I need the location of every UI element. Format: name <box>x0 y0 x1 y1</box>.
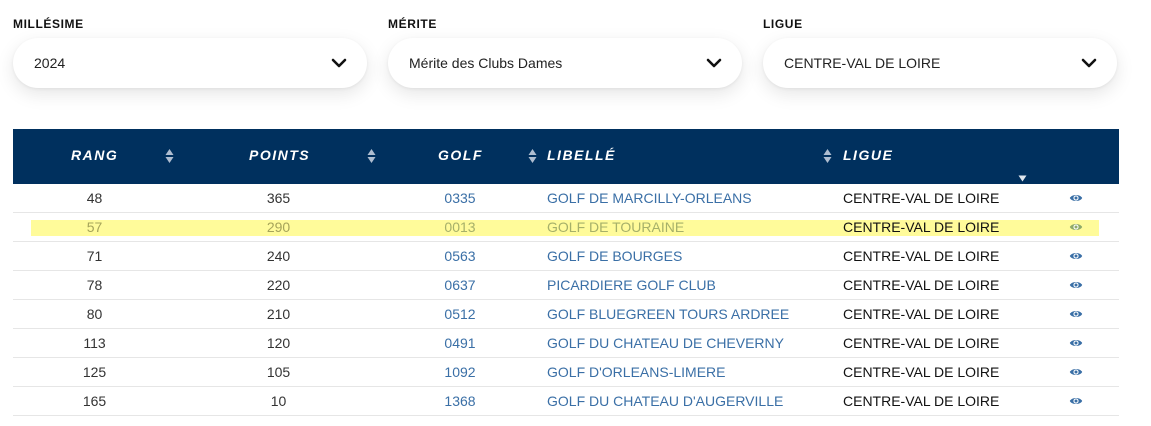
merite-select[interactable]: Mérite des Clubs Dames <box>388 38 742 88</box>
eye-icon <box>1069 224 1083 230</box>
eye-icon <box>1069 253 1083 259</box>
cell-ligue: CENTRE-VAL DE LOIRE <box>843 248 1000 264</box>
cell-golf-code[interactable]: 0013 <box>444 219 476 235</box>
cell-points: 290 <box>266 219 291 235</box>
select-value: CENTRE-VAL DE LOIRE <box>784 55 941 71</box>
cell-golf-code[interactable]: 0563 <box>444 248 476 264</box>
eye-icon <box>1069 369 1083 375</box>
filter-label: MÉRITE <box>388 17 437 31</box>
cell-ligue: CENTRE-VAL DE LOIRE <box>843 306 1000 322</box>
cell-rang: 165 <box>82 393 107 409</box>
table-row[interactable]: 71 240 0563 GOLF DE BOURGES CENTRE-VAL DE LO… <box>13 242 1119 271</box>
millesime-select[interactable]: 2024 <box>13 38 367 88</box>
cell-libelle-link[interactable]: PICARDIERE GOLF CLUB <box>547 277 716 293</box>
table-row[interactable]: 113 120 0491 GOLF DU CHATEAU DE CHEVERNY CEN… <box>13 329 1119 358</box>
view-button[interactable] <box>1069 337 1085 351</box>
table-row[interactable]: 78 220 0637 PICARDIERE GOLF CLUB CENTRE-VAL … <box>13 271 1119 300</box>
cell-ligue: CENTRE-VAL DE LOIRE <box>843 219 1000 235</box>
select-value: Mérite des Clubs Dames <box>409 55 563 71</box>
cell-rang: 71 <box>86 248 103 264</box>
header-rang[interactable]: RANG <box>71 147 119 163</box>
filter-label: LIGUE <box>763 17 803 31</box>
table-row[interactable]: 80 210 0512 GOLF BLUEGREEN TOURS ARDREE CENT… <box>13 300 1119 329</box>
cell-points: 210 <box>266 306 291 322</box>
cell-rang: 125 <box>82 364 107 380</box>
cell-libelle-link[interactable]: GOLF DU CHATEAU DE CHEVERNY <box>547 335 784 351</box>
sort-icon[interactable] <box>165 148 174 164</box>
eye-icon <box>1069 195 1083 201</box>
eye-icon <box>1069 311 1083 317</box>
cell-rang: 48 <box>86 190 103 206</box>
view-button[interactable] <box>1069 308 1085 322</box>
header-points[interactable]: POINTS <box>249 147 311 163</box>
cell-rang: 80 <box>86 306 103 322</box>
chevron-down-icon <box>1081 58 1097 68</box>
filter-label: MILLÉSIME <box>13 17 84 31</box>
select-value: 2024 <box>34 55 66 71</box>
cell-libelle-link[interactable]: GOLF DU CHATEAU D'AUGERVILLE <box>547 393 784 409</box>
cell-libelle-link[interactable]: GOLF DE MARCILLY-ORLEANS <box>547 190 752 206</box>
sort-icon[interactable] <box>528 148 537 164</box>
chevron-down-icon <box>331 58 347 68</box>
cell-ligue: CENTRE-VAL DE LOIRE <box>843 190 1000 206</box>
cell-rang: 78 <box>86 277 103 293</box>
sort-icon[interactable] <box>367 148 376 164</box>
table-row[interactable]: 57 290 0013 GOLF DE TOURAINE CENTRE-VAL DE L… <box>13 213 1119 242</box>
table-row[interactable]: 125 105 1092 GOLF D'ORLEANS-LIMERE CENTRE-VA… <box>13 358 1119 387</box>
cell-golf-code[interactable]: 0512 <box>444 306 476 322</box>
cell-points: 105 <box>266 364 291 380</box>
cell-ligue: CENTRE-VAL DE LOIRE <box>843 364 1000 380</box>
table-body: 48 365 0335 GOLF DE MARCILLY-ORLEANS CENTRE-… <box>13 184 1119 416</box>
eye-icon <box>1069 340 1083 346</box>
eye-icon <box>1069 282 1083 288</box>
filter-merite: MÉRITE Mérite des Clubs Dames <box>388 14 742 88</box>
cell-golf-code[interactable]: 1092 <box>444 364 476 380</box>
view-button[interactable] <box>1069 192 1085 206</box>
header-golf[interactable]: GOLF <box>438 147 483 163</box>
cell-libelle-link[interactable]: GOLF D'ORLEANS-LIMERE <box>547 364 726 380</box>
cell-points: 240 <box>266 248 291 264</box>
view-button[interactable] <box>1069 366 1085 380</box>
table-row[interactable]: 165 10 1368 GOLF DU CHATEAU D'AUGERVILLE CEN… <box>13 387 1119 416</box>
filter-ligue: LIGUE CENTRE-VAL DE LOIRE <box>763 14 1117 88</box>
filter-millesime: MILLÉSIME 2024 <box>13 14 367 88</box>
cell-points: 220 <box>266 277 291 293</box>
filter-triangle-icon[interactable] <box>1018 175 1027 182</box>
view-button[interactable] <box>1069 221 1085 235</box>
sort-icon[interactable] <box>823 148 832 164</box>
cell-golf-code[interactable]: 1368 <box>444 393 476 409</box>
table-header: RANG POINTS GOLF LIBELLÉ LIGUE <box>13 129 1119 184</box>
eye-icon <box>1069 398 1083 404</box>
ranking-table: RANG POINTS GOLF LIBELLÉ LIGUE 48 365 0335… <box>13 129 1119 416</box>
row-highlight <box>31 220 1099 236</box>
view-button[interactable] <box>1069 279 1085 293</box>
view-button[interactable] <box>1069 395 1085 409</box>
cell-golf-code[interactable]: 0335 <box>444 190 476 206</box>
chevron-down-icon <box>706 58 722 68</box>
cell-libelle-link[interactable]: GOLF BLUEGREEN TOURS ARDREE <box>547 306 790 322</box>
header-ligue[interactable]: LIGUE <box>843 147 894 163</box>
cell-golf-code[interactable]: 0637 <box>444 277 476 293</box>
cell-ligue: CENTRE-VAL DE LOIRE <box>843 335 1000 351</box>
cell-points: 10 <box>270 393 287 409</box>
header-libelle[interactable]: LIBELLÉ <box>547 147 616 163</box>
ligue-select[interactable]: CENTRE-VAL DE LOIRE <box>763 38 1117 88</box>
cell-libelle-link[interactable]: GOLF DE TOURAINE <box>547 219 685 235</box>
view-button[interactable] <box>1069 250 1085 264</box>
cell-ligue: CENTRE-VAL DE LOIRE <box>843 277 1000 293</box>
cell-rang: 57 <box>86 219 103 235</box>
table-row[interactable]: 48 365 0335 GOLF DE MARCILLY-ORLEANS CENTRE-… <box>13 184 1119 213</box>
cell-points: 365 <box>266 190 291 206</box>
cell-golf-code[interactable]: 0491 <box>444 335 476 351</box>
cell-points: 120 <box>266 335 291 351</box>
cell-libelle-link[interactable]: GOLF DE BOURGES <box>547 248 683 264</box>
cell-ligue: CENTRE-VAL DE LOIRE <box>843 393 1000 409</box>
cell-rang: 113 <box>83 335 106 351</box>
